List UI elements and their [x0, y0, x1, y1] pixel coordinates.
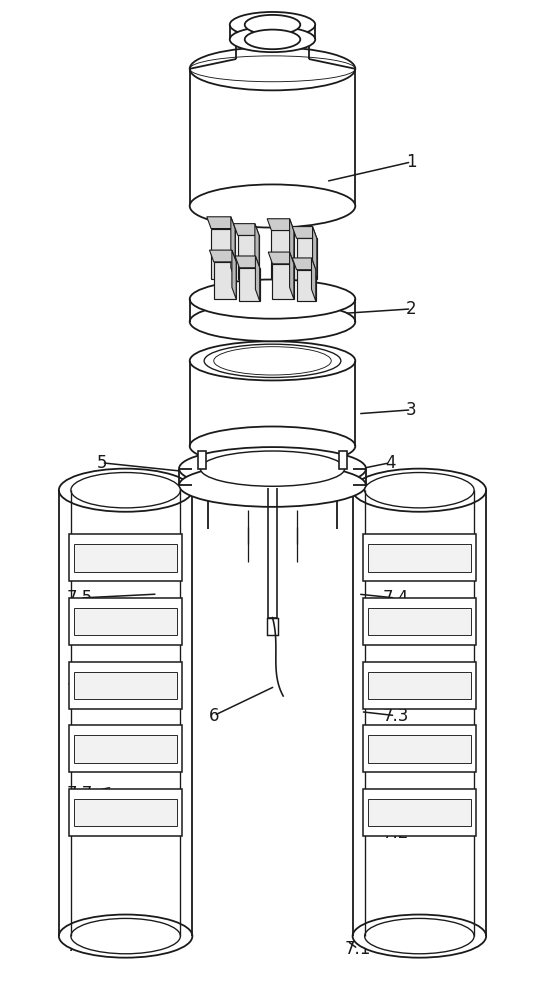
- Ellipse shape: [179, 464, 366, 507]
- Polygon shape: [296, 238, 317, 279]
- Bar: [69, 598, 183, 645]
- Ellipse shape: [353, 469, 486, 512]
- Bar: [267, 618, 278, 635]
- Polygon shape: [214, 262, 236, 299]
- Ellipse shape: [230, 27, 315, 52]
- Ellipse shape: [365, 918, 474, 954]
- Ellipse shape: [59, 469, 192, 512]
- Polygon shape: [235, 256, 259, 268]
- Text: 7.5: 7.5: [67, 589, 93, 607]
- Bar: [74, 608, 177, 635]
- Ellipse shape: [245, 30, 300, 49]
- Text: 7.6: 7.6: [67, 682, 93, 700]
- Text: 5: 5: [96, 454, 107, 472]
- Text: 4: 4: [385, 454, 395, 472]
- Bar: [362, 534, 476, 581]
- Text: 1: 1: [406, 153, 417, 171]
- Polygon shape: [289, 219, 294, 279]
- Ellipse shape: [190, 184, 355, 228]
- Ellipse shape: [190, 279, 355, 319]
- Text: 6: 6: [209, 707, 219, 725]
- Text: 7.3: 7.3: [382, 707, 409, 725]
- Text: 3: 3: [406, 401, 417, 419]
- Text: 7.8: 7.8: [67, 937, 93, 955]
- Polygon shape: [255, 224, 259, 279]
- Polygon shape: [211, 229, 235, 279]
- Bar: [368, 608, 471, 635]
- Ellipse shape: [71, 473, 180, 508]
- Text: 7.2: 7.2: [382, 824, 409, 842]
- Polygon shape: [292, 227, 317, 238]
- Text: 7.1: 7.1: [345, 940, 371, 958]
- Bar: [368, 799, 471, 826]
- Bar: [74, 544, 177, 572]
- Polygon shape: [312, 258, 316, 301]
- Bar: [368, 672, 471, 699]
- Bar: [198, 451, 207, 469]
- Polygon shape: [272, 264, 294, 299]
- Bar: [362, 789, 476, 836]
- Bar: [74, 799, 177, 826]
- Bar: [362, 725, 476, 772]
- Ellipse shape: [190, 47, 355, 90]
- Polygon shape: [271, 231, 294, 279]
- Ellipse shape: [204, 344, 341, 377]
- Ellipse shape: [245, 15, 300, 34]
- Polygon shape: [268, 252, 294, 264]
- Bar: [69, 725, 183, 772]
- Ellipse shape: [230, 12, 315, 37]
- Polygon shape: [207, 217, 235, 229]
- Bar: [69, 662, 183, 709]
- Text: 7.7: 7.7: [67, 785, 93, 803]
- Text: 2: 2: [406, 300, 417, 318]
- Ellipse shape: [71, 918, 180, 954]
- Polygon shape: [296, 270, 316, 301]
- Ellipse shape: [59, 915, 192, 958]
- Ellipse shape: [214, 347, 331, 375]
- Bar: [368, 735, 471, 763]
- Polygon shape: [256, 256, 259, 301]
- Ellipse shape: [201, 451, 344, 486]
- Bar: [368, 544, 471, 572]
- Polygon shape: [238, 235, 259, 279]
- Ellipse shape: [190, 426, 355, 466]
- Polygon shape: [233, 224, 259, 235]
- Bar: [69, 534, 183, 581]
- Polygon shape: [267, 219, 294, 231]
- Polygon shape: [239, 268, 259, 301]
- Bar: [362, 598, 476, 645]
- Text: 7.4: 7.4: [382, 589, 408, 607]
- Ellipse shape: [179, 447, 366, 490]
- Polygon shape: [292, 258, 316, 270]
- Bar: [74, 672, 177, 699]
- Bar: [362, 662, 476, 709]
- Polygon shape: [231, 217, 235, 279]
- Bar: [74, 735, 177, 763]
- Polygon shape: [289, 252, 294, 299]
- Bar: [338, 451, 347, 469]
- Polygon shape: [312, 227, 317, 279]
- Ellipse shape: [190, 341, 355, 380]
- Bar: [69, 789, 183, 836]
- Polygon shape: [209, 250, 236, 262]
- Ellipse shape: [353, 915, 486, 958]
- Polygon shape: [232, 250, 236, 299]
- Ellipse shape: [365, 473, 474, 508]
- Ellipse shape: [190, 302, 355, 341]
